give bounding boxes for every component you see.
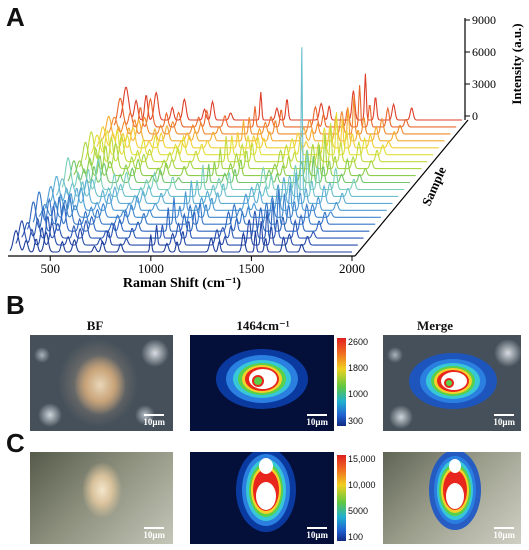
b-colorbar-tick-0: 2600: [348, 337, 369, 347]
b-merge-overlay: [409, 353, 497, 409]
spectrum-series-1: [9, 230, 352, 253]
spectrum-series-20: [119, 73, 462, 121]
spectrum-series-16: [96, 118, 439, 149]
x-axis-label: Raman Shift (cm⁻¹): [123, 276, 241, 291]
x-tick-label-4: 2000: [339, 261, 365, 276]
b-raman-map: 10μm: [190, 335, 334, 431]
spectra-group: [9, 47, 462, 253]
spectrum-series-4: [26, 200, 370, 232]
x-ticks: 500 1000 1500 2000: [40, 256, 365, 276]
depth-axis-line: [354, 119, 469, 257]
intensity-ticks: 9000 6000 3000 0: [465, 13, 496, 123]
c-colorbar-tick-1: 10,000: [348, 480, 376, 490]
title-bf: BF: [86, 318, 104, 333]
c-bf-scalebar: 10μm: [143, 527, 165, 540]
b-raman-heatmap: [216, 349, 308, 409]
panel-label-a: A: [6, 2, 25, 32]
raman-waterfall-chart: 500 1000 1500 2000 9000 6000 3000 0 Raman Shif…: [8, 13, 524, 291]
panel-label-b: B: [6, 290, 25, 320]
c-merge-overlay: [429, 452, 481, 530]
spectrum-series-19: [113, 85, 457, 128]
c-colorbar-tick-3: 100: [348, 532, 364, 542]
spectrum-series-13: [79, 134, 422, 170]
c-colorbar-tick-0: 15,000: [348, 454, 376, 464]
c-raman-heatmap: [236, 452, 296, 532]
b-merge-scalebar: 10μm: [493, 414, 515, 427]
c-colorbar-tick-2: 5000: [348, 506, 369, 516]
intensity-tick-label-3: 3000: [472, 77, 496, 91]
c-merge-scalebar: 10μm: [493, 527, 515, 540]
x-tick-label-2: 1000: [138, 261, 164, 276]
intensity-tick-label-4: 0: [472, 109, 478, 123]
title-merge: Merge: [416, 318, 454, 333]
panel-label-c: C: [6, 428, 25, 458]
c-brightfield-image: 10μm: [30, 452, 173, 544]
b-colorbar-tick-3: 300: [348, 416, 364, 426]
intensity-tick-label-2: 6000: [472, 45, 496, 59]
intensity-tick-label-1: 9000: [472, 13, 496, 27]
b-bf-scalebar: 10μm: [143, 414, 165, 427]
x-tick-label-3: 1500: [238, 261, 264, 276]
sample-axis-label: Sample: [419, 164, 450, 208]
title-raman-1464: 1464cm⁻¹: [236, 318, 290, 333]
c-raman-scalebar: 10μm: [306, 527, 328, 540]
b-brightfield-image: 10μm: [30, 335, 173, 431]
c-merge-image: 10μm: [383, 452, 521, 544]
x-tick-label-1: 500: [40, 261, 60, 276]
c-colorbar: [337, 455, 346, 541]
b-raman-scalebar: 10μm: [306, 414, 328, 427]
b-merge-image: 10μm: [383, 335, 521, 431]
b-colorbar-tick-2: 1000: [348, 389, 369, 399]
c-raman-map: 10μm: [190, 452, 334, 544]
b-colorbar-tick-1: 1800: [348, 363, 369, 373]
intensity-axis-label: Intensity (a.u.): [509, 23, 524, 104]
b-colorbar: [337, 338, 346, 426]
